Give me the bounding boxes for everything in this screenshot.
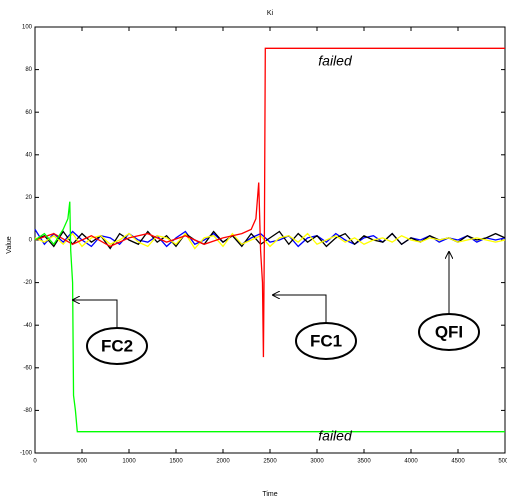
- x-tick-label: 2500: [263, 459, 277, 465]
- y-tick-label: -100: [20, 451, 33, 457]
- data-line: [34, 232, 506, 250]
- chart-title: Ki: [267, 10, 274, 17]
- y-tick-label: -60: [23, 365, 32, 371]
- annotation: failed: [318, 428, 353, 444]
- x-tick-label: 500: [77, 459, 88, 465]
- x-axis-label: Time: [262, 491, 277, 498]
- x-tick-label: 0: [33, 459, 37, 465]
- data-line: [34, 47, 505, 358]
- y-axis-label: Value: [6, 236, 13, 253]
- x-tick-label: 1000: [122, 459, 136, 465]
- annotation-arrow: [273, 295, 327, 323]
- y-tick-label: 100: [22, 25, 33, 31]
- data-line: [34, 201, 505, 433]
- x-tick-label: 4500: [451, 459, 465, 465]
- y-tick-label: -20: [23, 280, 32, 286]
- annotation-arrow: [73, 300, 118, 328]
- y-tick-label: -80: [23, 408, 32, 414]
- y-tick-label: 80: [25, 67, 32, 73]
- annotation: failed: [318, 53, 353, 69]
- x-tick-label: 1500: [169, 459, 183, 465]
- annotation-ellipse: [86, 327, 148, 365]
- x-tick-label: 5000: [498, 459, 507, 465]
- annotation: QFI: [435, 322, 463, 341]
- x-tick-label: 3000: [310, 459, 324, 465]
- annotation-ellipse: [418, 313, 480, 351]
- annotation: FC1: [310, 331, 342, 350]
- annotation: FC2: [101, 336, 133, 355]
- y-tick-label: 20: [25, 195, 32, 201]
- y-tick-label: 0: [29, 238, 33, 244]
- y-tick-label: 40: [25, 152, 32, 158]
- x-tick-label: 2000: [216, 459, 230, 465]
- y-tick-label: 60: [25, 110, 32, 116]
- y-tick-label: -40: [23, 323, 32, 329]
- x-tick-label: 4000: [404, 459, 418, 465]
- x-tick-label: 3500: [357, 459, 371, 465]
- annotation-ellipse: [295, 322, 357, 360]
